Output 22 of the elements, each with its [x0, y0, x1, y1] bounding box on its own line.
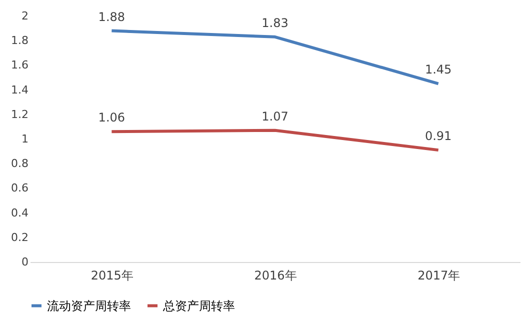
y-tick-label: 1.8: [11, 34, 28, 48]
y-tick-label: 0.8: [11, 157, 28, 170]
data-label: 1.07: [262, 109, 288, 124]
data-label: 1.06: [98, 110, 126, 125]
legend-label: 总资产周转率: [162, 298, 235, 313]
data-label: 1.88: [98, 10, 126, 24]
y-tick-label: 0: [22, 256, 28, 268]
x-tick-label: 2015年: [90, 268, 134, 282]
data-label: 0.91: [424, 129, 452, 144]
y-tick-label: 1.2: [11, 108, 28, 121]
y-tick-label: 1.4: [11, 83, 28, 96]
y-tick-label: 0.6: [11, 182, 28, 195]
y-tick-label: 1: [22, 132, 28, 146]
data-label: 1.45: [424, 62, 452, 77]
data-label: 1.83: [262, 16, 288, 30]
legend-label: 流动资产周转率: [47, 298, 131, 313]
y-tick-label: 2: [22, 10, 28, 22]
y-tick-label: 0.2: [11, 230, 28, 244]
x-tick-label: 2016年: [254, 268, 297, 282]
y-tick-label: 1.6: [11, 58, 28, 72]
x-tick-label: 2017年: [418, 268, 460, 282]
y-tick-label: 0.4: [11, 206, 28, 220]
